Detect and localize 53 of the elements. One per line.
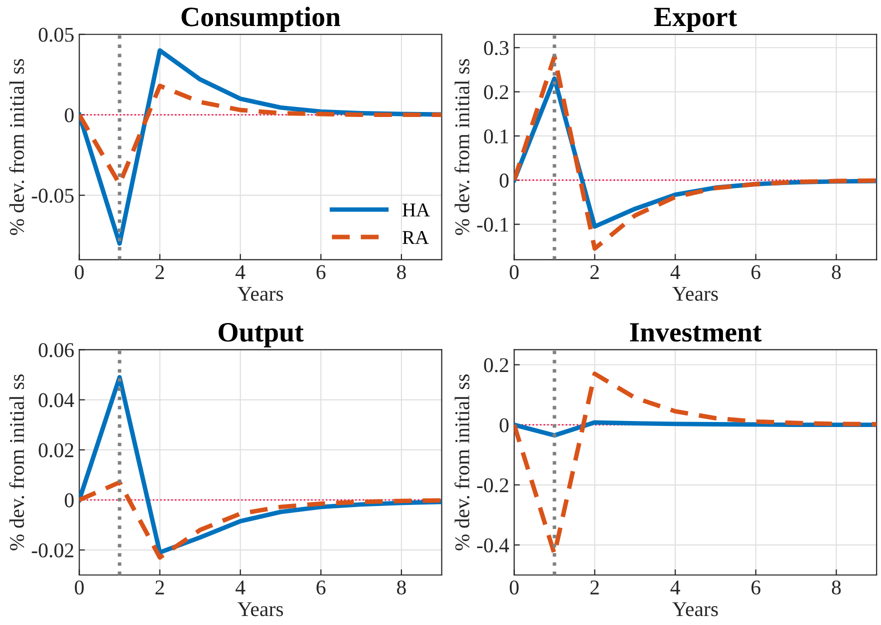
y-tick-label: 0	[500, 174, 509, 188]
x-tick-label: 6	[316, 580, 326, 595]
y-tick-label: 0.2	[484, 358, 508, 372]
x-tick-label: 8	[832, 580, 841, 595]
y-tick-label: -0.2	[477, 478, 508, 492]
legend-label: HA	[402, 204, 430, 216]
chart-title: Export	[654, 8, 737, 32]
y-tick-label: 0	[500, 418, 509, 432]
y-tick-label: 0.04	[38, 393, 74, 408]
y-tick-label: 0.2	[484, 85, 508, 100]
y-tick-label: 0.1	[484, 129, 508, 144]
y-tick-label: 0.05	[38, 28, 74, 42]
y-tick-label: 0.3	[484, 41, 509, 56]
x-tick-label: 4	[670, 265, 680, 279]
x-tick-label: 2	[156, 580, 164, 594]
x-tick-label: 8	[397, 580, 406, 595]
legend-label: RA	[402, 230, 429, 244]
y-axis-title: % dev. from initial ss	[9, 59, 24, 236]
x-tick-label: 0	[74, 580, 84, 595]
line-series	[79, 480, 442, 560]
y-tick-label: 0	[64, 493, 74, 508]
chart-title: Consumption	[182, 6, 340, 32]
line-series	[514, 54, 877, 251]
x-axis-title: Years	[237, 602, 283, 616]
x-tick-label: 6	[751, 265, 760, 280]
y-axis-title: % dev. from initial ss	[9, 374, 24, 550]
x-tick-label: 6	[751, 580, 760, 595]
y-tick-label: -0.05	[32, 188, 74, 203]
y-tick-label: -0.02	[32, 543, 74, 558]
x-tick-label: 4	[670, 580, 680, 594]
x-tick-label: 2	[590, 580, 599, 594]
y-tick-label: -0.4	[477, 538, 509, 552]
x-tick-label: 2	[156, 265, 164, 279]
y-axis-title: % dev. from initial ss	[454, 59, 470, 236]
x-tick-label: 2	[590, 265, 599, 279]
y-tick-label: 0.02	[38, 443, 74, 458]
chart-title: Output	[218, 323, 304, 348]
y-axis-title: % dev. from initial ss	[454, 374, 470, 550]
x-tick-label: 8	[397, 265, 406, 280]
x-tick-label: 0	[74, 265, 84, 280]
x-axis-title: Years	[672, 602, 718, 616]
chart-title: Investment	[630, 323, 762, 342]
y-tick-label: -0.1	[477, 218, 508, 232]
y-tick-label: 0.06	[38, 343, 74, 358]
x-axis-title: Years	[672, 286, 718, 301]
x-tick-label: 8	[832, 265, 841, 280]
x-tick-label: 4	[236, 265, 246, 279]
x-tick-label: 0	[510, 580, 519, 595]
x-tick-label: 4	[236, 580, 246, 594]
x-axis-title: Years	[237, 286, 283, 301]
x-tick-label: 6	[316, 265, 326, 280]
x-tick-label: 0	[510, 265, 519, 280]
y-tick-label: 0	[64, 108, 74, 122]
